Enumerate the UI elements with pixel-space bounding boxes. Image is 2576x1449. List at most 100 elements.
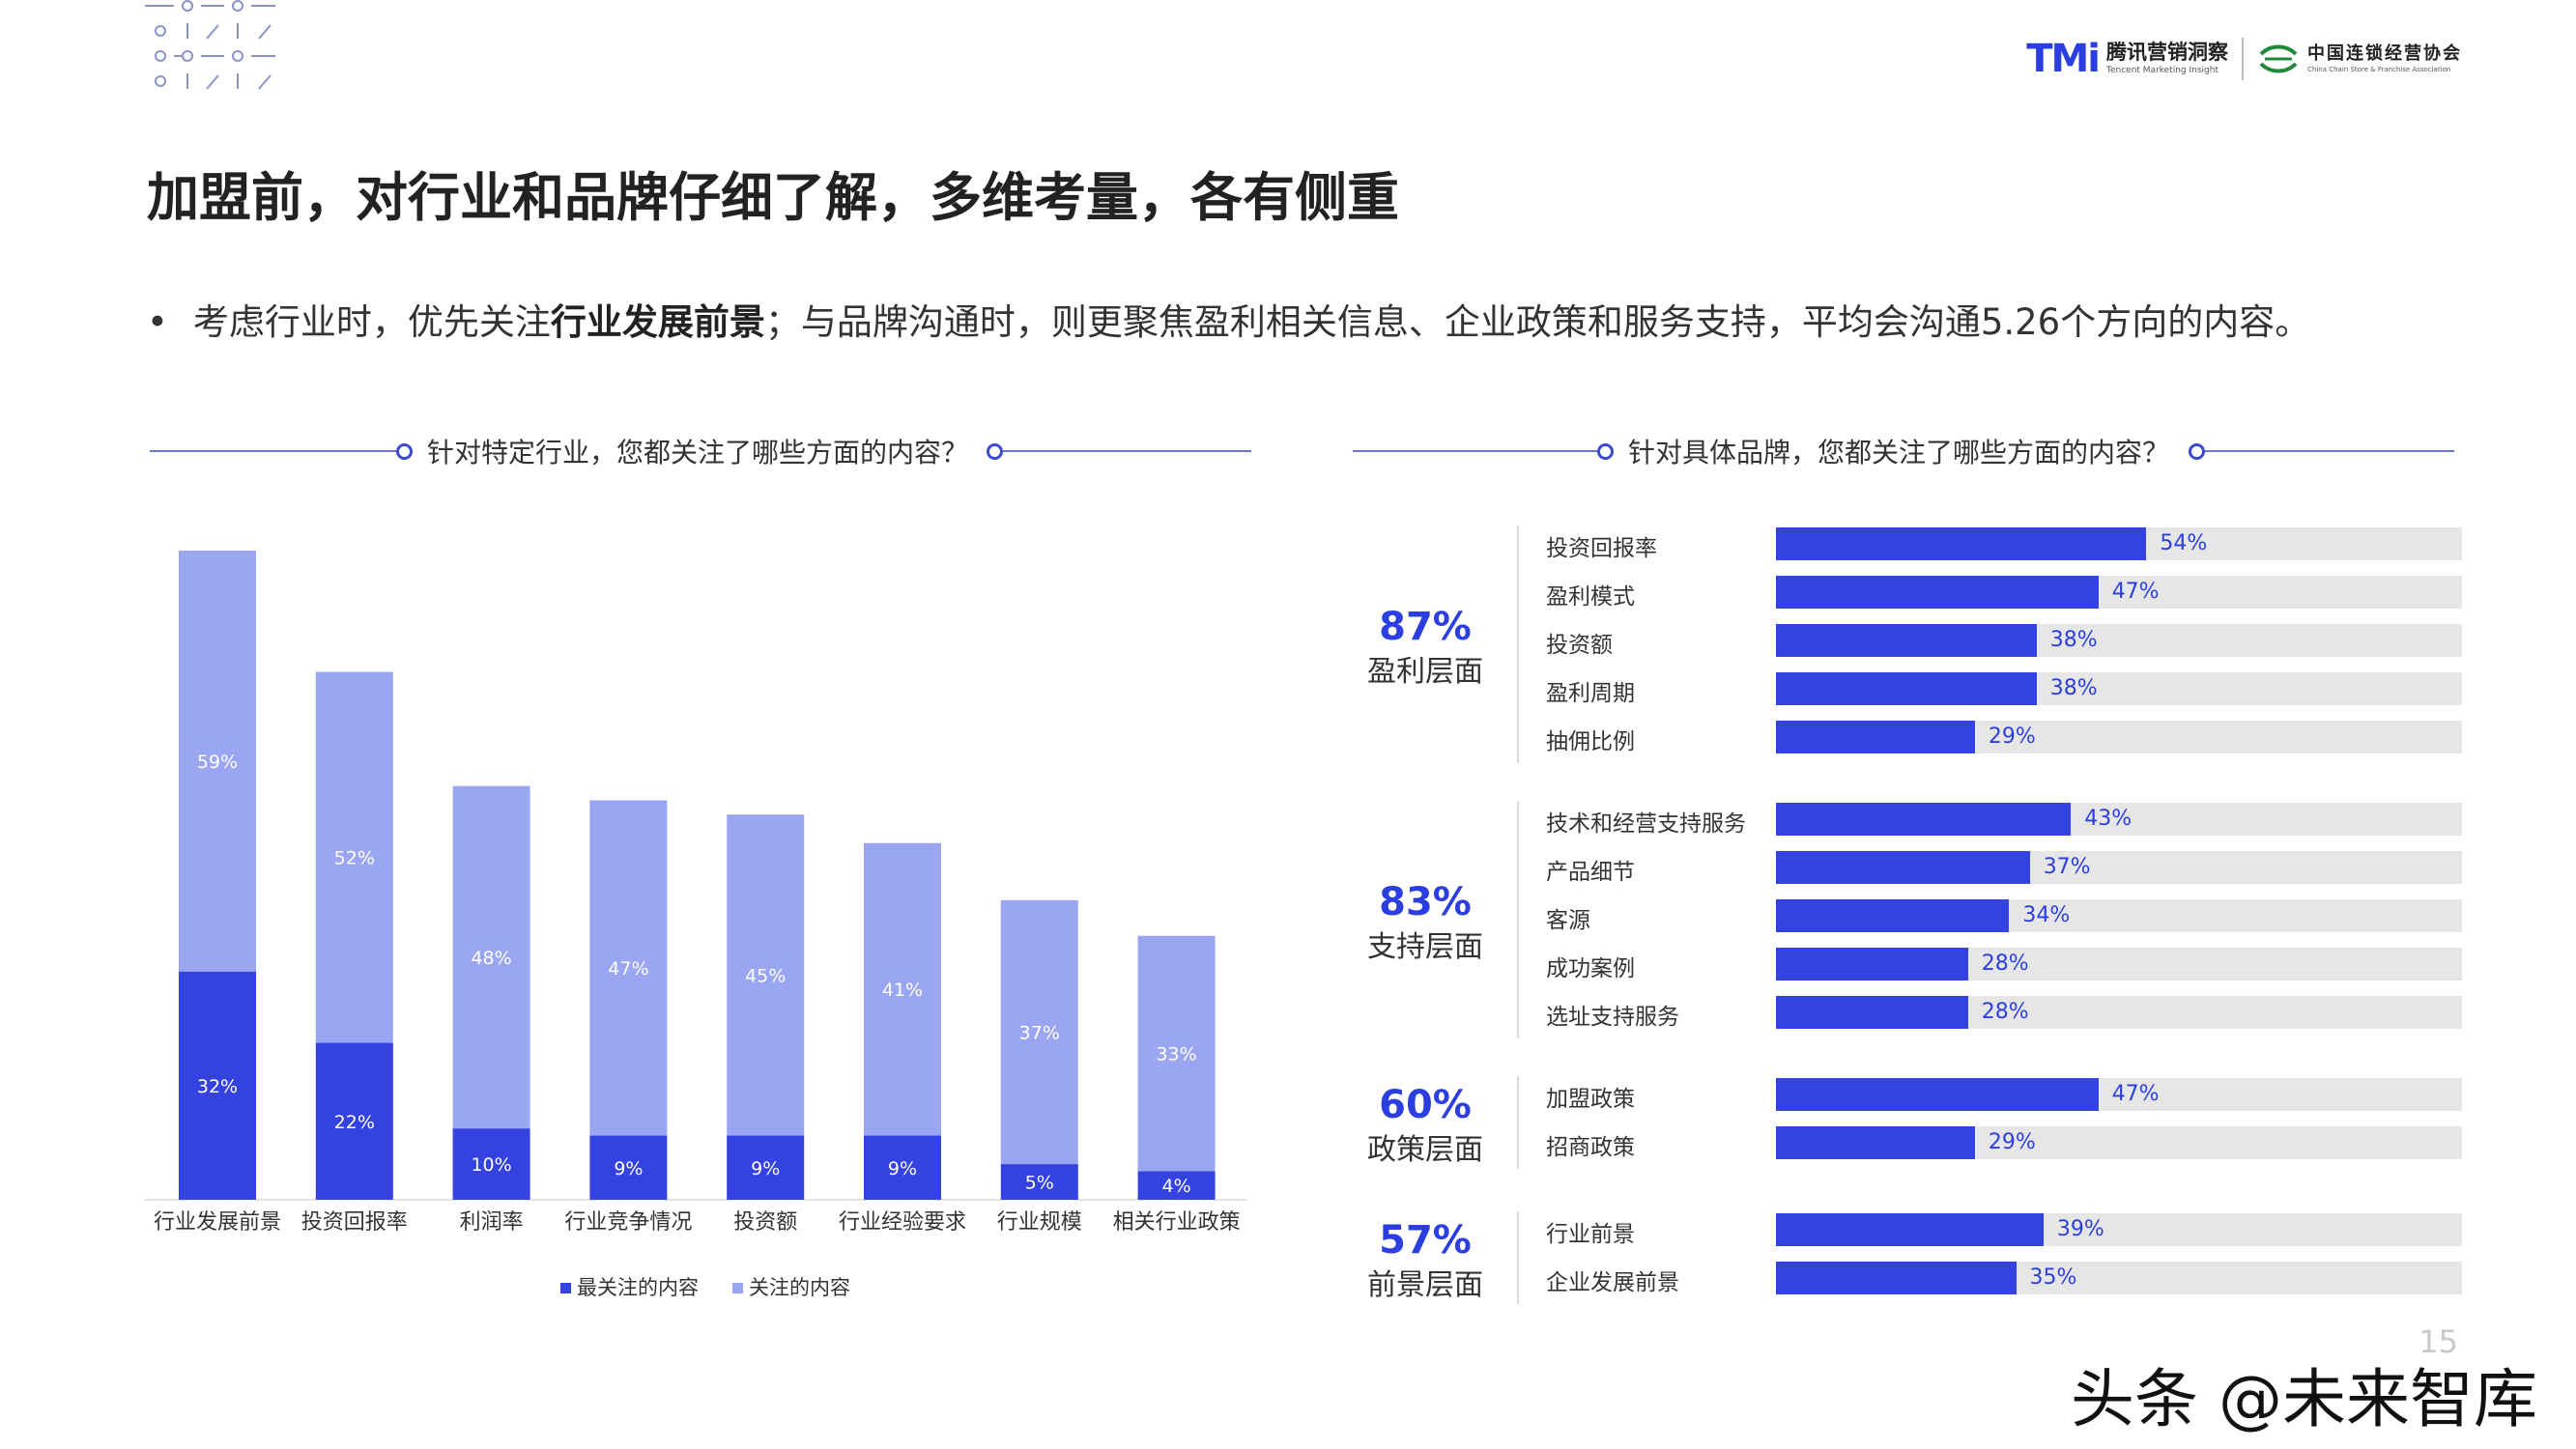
bar-focus-7 [1000, 899, 1078, 1165]
brand-item-label-1-2: 盈利模式 [1546, 584, 1635, 610]
tmi-logo-mark: TMi [2026, 37, 2101, 81]
brand-item-label-1-1: 投资回报率 [1546, 536, 1657, 561]
group-divider-2 [1517, 801, 1519, 1038]
brand-item-value-4-2: 35% [2029, 1265, 2077, 1290]
brand-item-value-2-5: 28% [1981, 1000, 2029, 1024]
category-label-6: 行业经验要求 [839, 1210, 966, 1235]
group-divider-1 [1517, 526, 1519, 763]
left-question-line-right [1003, 450, 1251, 452]
bar-most-label-4: 9% [614, 1158, 643, 1179]
brand-item-track-2-1: 43% [1776, 803, 2462, 836]
brand-item-value-3-1: 47% [2111, 1082, 2160, 1106]
ccfa-logo: 中国连锁经营协会 China Chain Store & Franchise A… [2257, 43, 2462, 75]
brand-item-label-4-1: 行业前景 [1546, 1222, 1635, 1247]
bar-focus-label-6: 41% [882, 980, 923, 1001]
brand-item-value-4-1: 39% [2056, 1217, 2104, 1241]
brand-item-label-1-5: 抽佣比例 [1546, 729, 1635, 754]
bar-focus-5 [727, 814, 805, 1136]
bar-focus-1 [179, 551, 256, 972]
bar-most-7 [1000, 1164, 1078, 1200]
bar-most-label-1: 32% [197, 1076, 238, 1097]
right-question-ring-left [1597, 443, 1614, 460]
brand-item-label-3-2: 招商政策 [1546, 1135, 1635, 1160]
corner-pattern [145, 0, 275, 90]
bar-most-label-7: 5% [1025, 1173, 1054, 1194]
category-label-7: 行业规模 [997, 1210, 1082, 1235]
ccfa-logo-name: 中国连锁经营协会 [2307, 43, 2462, 64]
bar-most-label-3: 10% [471, 1154, 511, 1176]
group-percent-4: 57% [1379, 1218, 1472, 1263]
legend-label-focus: 关注的内容 [749, 1276, 850, 1299]
brand-item-value-1-3: 38% [2049, 628, 2098, 652]
legend-label-most: 最关注的内容 [577, 1276, 699, 1299]
brand-item-bar-4-2 [1776, 1262, 2017, 1294]
bar-most-1 [179, 971, 256, 1200]
brand-item-label-2-3: 客源 [1546, 908, 1590, 933]
header-logos: TMi 腾讯营销洞察 Tencent Marketing Insight 中国连… [2026, 37, 2462, 81]
category-label-5: 投资额 [733, 1210, 797, 1235]
bar-most-2 [315, 1042, 393, 1200]
bar-focus-4 [589, 800, 668, 1136]
brand-item-value-2-2: 37% [2043, 855, 2091, 879]
brand-item-bar-2-1 [1776, 803, 2072, 836]
tmi-logo-english: Tencent Marketing Insight [2106, 66, 2218, 75]
brand-item-track-4-2: 35% [1776, 1262, 2462, 1294]
left-question-header: 针对特定行业，您都关注了哪些方面的内容？ [150, 432, 1251, 470]
right-question-ring-right [2189, 443, 2205, 460]
brand-item-label-1-4: 盈利周期 [1546, 681, 1635, 706]
brand-item-label-4-2: 企业发展前景 [1546, 1270, 1679, 1295]
category-label-1: 行业发展前景 [154, 1210, 281, 1235]
left-question-text: 针对特定行业，您都关注了哪些方面的内容？ [427, 437, 969, 469]
brand-item-bar-3-1 [1776, 1078, 2099, 1111]
legend-swatch-most [560, 1283, 571, 1293]
left-question-ring-right [987, 443, 1003, 460]
brand-item-bar-1-5 [1776, 721, 1975, 753]
brand-item-bar-1-2 [1776, 576, 2099, 609]
left-question-ring-left [396, 443, 413, 460]
category-label-3: 利润率 [460, 1210, 524, 1235]
bar-focus-2 [315, 671, 393, 1043]
bar-most-label-5: 9% [751, 1158, 780, 1179]
watermark: 头条 @未来智库 [2071, 1362, 2537, 1436]
page-title: 加盟前，对行业和品牌仔细了解，多维考量，各有侧重 [147, 167, 1399, 228]
brand-item-bar-1-3 [1776, 624, 2037, 657]
bar-focus-label-1: 59% [197, 752, 238, 773]
bar-most-label-6: 9% [888, 1158, 917, 1179]
legend-swatch-focus [732, 1283, 743, 1293]
right-question-header: 针对具体品牌，您都关注了哪些方面的内容？ [1353, 432, 2454, 470]
brand-item-bar-2-5 [1776, 996, 1968, 1029]
tmi-logo-name: 腾讯营销洞察 [2106, 41, 2228, 64]
group-percent-2: 83% [1379, 880, 1472, 924]
bar-focus-3 [452, 785, 530, 1129]
bullet-text-bold: 行业发展前景 [550, 301, 765, 343]
ccfa-logo-english: China Chain Store & Franchise Associatio… [2307, 65, 2451, 73]
brand-item-label-2-4: 成功案例 [1546, 956, 1635, 981]
group-percent-1: 87% [1379, 605, 1472, 649]
brand-item-track-3-2: 29% [1776, 1126, 2462, 1159]
brand-item-track-1-2: 47% [1776, 576, 2462, 609]
brand-item-track-1-3: 38% [1776, 624, 2462, 657]
bullet-text-post: ；与品牌沟通时，则更聚焦盈利相关信息、企业政策和服务支持，平均会沟通5.26个方… [764, 301, 2311, 343]
bar-focus-label-7: 37% [1019, 1022, 1060, 1043]
bar-most-label-8: 4% [1162, 1176, 1191, 1197]
brand-item-bar-4-1 [1776, 1213, 2044, 1246]
brand-item-bar-2-4 [1776, 948, 1968, 980]
brand-item-label-2-1: 技术和经营支持服务 [1546, 811, 1746, 837]
brand-item-track-4-1: 39% [1776, 1213, 2462, 1246]
bar-most-6 [864, 1135, 941, 1200]
group-percent-3: 60% [1379, 1083, 1472, 1127]
category-label-8: 相关行业政策 [1113, 1210, 1241, 1235]
bar-most-label-2: 22% [334, 1112, 375, 1133]
left-question-line-left [150, 450, 396, 452]
brand-item-value-1-4: 38% [2049, 676, 2098, 700]
brand-item-track-2-3: 34% [1776, 899, 2462, 932]
bullet-text-pre: 考虑行业时，优先关注 [192, 301, 551, 343]
bar-focus-label-5: 45% [745, 965, 786, 986]
brand-item-track-2-2: 37% [1776, 851, 2462, 884]
group-label-2: 支持层面 [1367, 930, 1483, 964]
brand-item-bar-1-1 [1776, 527, 2147, 560]
brand-item-bar-1-4 [1776, 672, 2037, 705]
bar-most-5 [727, 1135, 805, 1200]
brand-item-track-1-4: 38% [1776, 672, 2462, 705]
brand-item-value-3-2: 29% [1988, 1130, 2036, 1154]
